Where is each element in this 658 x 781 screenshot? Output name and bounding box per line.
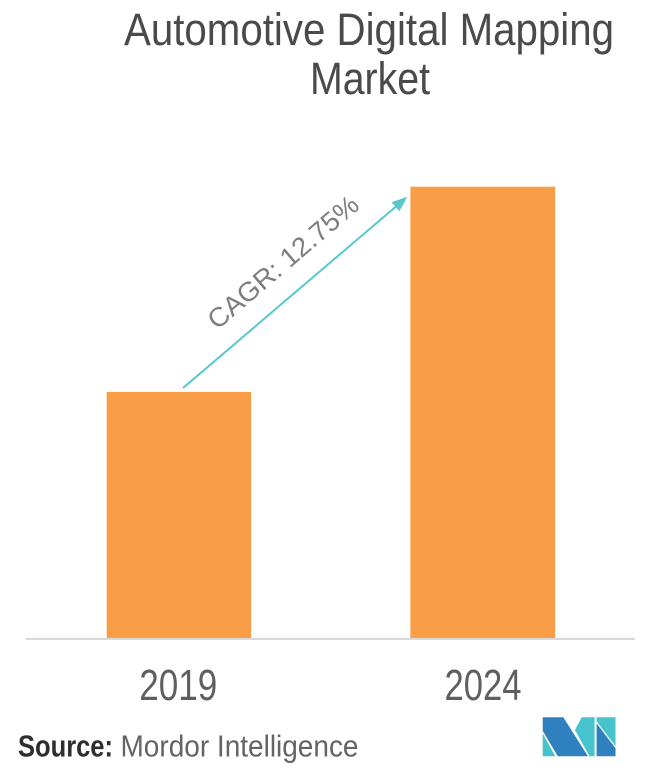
svg-text:2024: 2024 <box>445 662 522 710</box>
svg-text:Automotive Digital Mapping: Automotive Digital Mapping <box>124 4 614 55</box>
svg-text:2019: 2019 <box>139 662 217 710</box>
svg-text:Source:: Source: <box>18 729 113 764</box>
svg-text:Market: Market <box>310 53 430 104</box>
svg-text:Mordor Intelligence: Mordor Intelligence <box>121 729 359 764</box>
